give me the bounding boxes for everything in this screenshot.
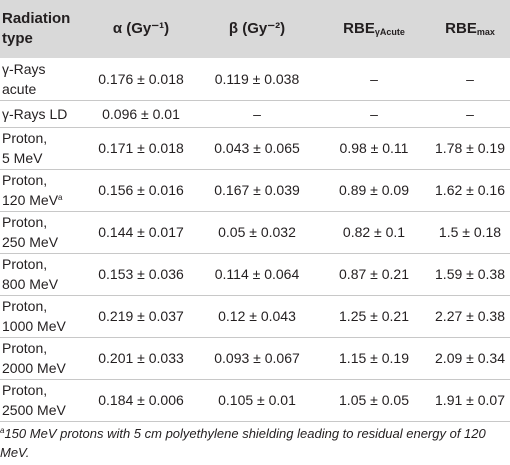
radiation-type-line2: 800 MeV (2, 276, 59, 292)
cell-alpha: 0.153 ± 0.036 (98, 266, 184, 282)
cell-rbe-acute: – (370, 70, 378, 87)
header-alpha: α (Gy⁻¹) (112, 20, 170, 37)
cell-radiation-type: γ-Rays acute (0, 58, 86, 100)
cell-rbe-max: 1.78 ± 0.19 (435, 140, 505, 156)
cell-beta: 0.05 ± 0.032 (218, 224, 296, 240)
cell-beta: 0.167 ± 0.039 (214, 182, 300, 198)
radiation-type-line1: Proton, (2, 214, 48, 230)
header-rbe-acute: RBEγAcute (318, 0, 430, 58)
header-rbe-acute-base: RBE (343, 20, 375, 37)
radiation-type-line2: 1000 MeV (2, 318, 66, 334)
table-body: γ-Rays acute 0.176 ± 0.018 0.119 ± 0.038– – γ… (0, 58, 510, 421)
cell-radiation-type: Proton, 1000 MeV (0, 295, 86, 337)
header-rbe-acute-sub: γAcute (374, 27, 405, 37)
cell-rbe-acute: 1.05 ± 0.05 (339, 392, 409, 408)
header-type-line2: type (2, 30, 33, 47)
cell-rbe-acute: 0.87 ± 0.21 (339, 266, 409, 282)
table-row: Proton, 120 MeVa 0.156 ± 0.016 0.167 ± 0.03… (0, 169, 510, 211)
cell-rbe-max: 2.09 ± 0.34 (435, 350, 505, 366)
radiation-type-line2: 5 MeV (2, 150, 43, 166)
cell-alpha: 0.176 ± 0.018 (98, 70, 184, 87)
radiation-type-line1: Proton, (2, 256, 48, 272)
header-type-line1: Radiation (2, 10, 71, 27)
table-row: Proton, 2000 MeV 0.201 ± 0.033 0.093 ± 0.06… (0, 337, 510, 379)
radiation-type-line1: Proton, (2, 340, 48, 356)
cell-radiation-type: γ-Rays LD (0, 100, 86, 127)
footnote-marker: a (0, 426, 5, 435)
cell-beta: 0.119 ± 0.038 (214, 70, 300, 87)
cell-radiation-type: Proton, 120 MeVa (0, 169, 86, 211)
radiation-type-line1: Proton, (2, 172, 48, 188)
radiation-type-line2: 120 MeV (2, 192, 59, 208)
cell-alpha: 0.201 ± 0.033 (98, 350, 184, 366)
cell-radiation-type: Proton, 2500 MeV (0, 379, 86, 421)
table-row: γ-Rays acute 0.176 ± 0.018 0.119 ± 0.038 – – (0, 58, 510, 100)
header-rbe-max: RBEmax (430, 0, 510, 58)
cell-radiation-type: Proton, 250 MeV (0, 211, 86, 253)
cell-alpha: 0.096 ± 0.01 (102, 105, 180, 122)
table-row: Proton, 2500 MeV 0.184 ± 0.006 0.105 ± 0.01… (0, 379, 510, 421)
table-row: Proton, 5 MeV 0.171 ± 0.018 0.043 ± 0.065 0.… (0, 127, 510, 169)
cell-beta: 0.105 ± 0.01 (218, 392, 296, 408)
table-header: Radiation type α (Gy⁻¹) β (Gy⁻²) RBEγAcu… (0, 0, 510, 58)
radiation-type-line1: Proton, (2, 382, 48, 398)
header-rbe-max-sub: max (476, 27, 495, 37)
cell-alpha: 0.144 ± 0.017 (98, 224, 184, 240)
cell-rbe-acute: 0.82 ± 0.1 (342, 224, 406, 240)
header-row: Radiation type α (Gy⁻¹) β (Gy⁻²) RBEγAcu… (0, 0, 510, 58)
cell-beta: 0.093 ± 0.067 (214, 350, 300, 366)
cell-rbe-acute: – (370, 105, 378, 122)
cell-rbe-max: 1.5 ± 0.18 (438, 224, 502, 240)
cell-alpha: 0.219 ± 0.037 (98, 308, 184, 324)
header-beta: β (Gy⁻²) (228, 20, 286, 37)
cell-alpha: 0.184 ± 0.006 (98, 392, 184, 408)
footnote-reference: a (58, 193, 63, 202)
cell-rbe-acute: 1.15 ± 0.19 (339, 350, 409, 366)
table-footnote: a150 MeV protons with 5 cm polyethylene … (0, 424, 508, 462)
cell-rbe-max: – (466, 70, 474, 87)
table-row: Proton, 800 MeV 0.153 ± 0.036 0.114 ± 0.064… (0, 253, 510, 295)
cell-radiation-type: Proton, 2000 MeV (0, 337, 86, 379)
cell-rbe-max: 2.27 ± 0.38 (435, 308, 505, 324)
cell-rbe-acute: 0.89 ± 0.09 (339, 182, 409, 198)
cell-beta: 0.12 ± 0.043 (218, 308, 296, 324)
radiation-type-line2: 250 MeV (2, 234, 59, 250)
radiation-type-line2: 2000 MeV (2, 360, 66, 376)
header-radiation-type: Radiation type (0, 0, 86, 58)
table-row: Proton, 250 MeV 0.144 ± 0.017 0.05 ± 0.032 0… (0, 211, 510, 253)
data-table: Radiation type α (Gy⁻¹) β (Gy⁻²) RBEγAcu… (0, 0, 510, 421)
cell-radiation-type: Proton, 800 MeV (0, 253, 86, 295)
radiation-type-line1: γ-Rays LD (2, 105, 68, 122)
cell-rbe-max: 1.59 ± 0.38 (435, 266, 505, 282)
footnote-text: 150 MeV protons with 5 cm polyethylene s… (0, 426, 486, 460)
cell-rbe-acute: 0.98 ± 0.11 (339, 140, 409, 156)
header-rbe-max-base: RBE (445, 20, 477, 37)
table-row: γ-Rays LD 0.096 ± 0.01 – – – (0, 100, 510, 127)
cell-rbe-max: 1.62 ± 0.16 (435, 182, 505, 198)
radiation-type-line2: 2500 MeV (2, 402, 66, 418)
cell-beta: – (253, 105, 261, 122)
cell-beta: 0.043 ± 0.065 (214, 140, 300, 156)
cell-rbe-acute: 1.25 ± 0.21 (339, 308, 409, 324)
cell-radiation-type: Proton, 5 MeV (0, 127, 86, 169)
radiation-type-line1: Proton, (2, 298, 48, 314)
cell-rbe-max: – (466, 105, 474, 122)
cell-alpha: 0.156 ± 0.016 (98, 182, 184, 198)
cell-rbe-max: 1.91 ± 0.07 (435, 392, 505, 408)
radiation-type-line1: Proton, (2, 130, 48, 146)
cell-beta: 0.114 ± 0.064 (214, 266, 300, 282)
table-row: Proton, 1000 MeV 0.219 ± 0.037 0.12 ± 0.043… (0, 295, 510, 337)
radiation-type-line1: γ-Rays (2, 60, 46, 77)
radiation-type-line2: acute (2, 80, 37, 97)
cell-alpha: 0.171 ± 0.018 (98, 140, 184, 156)
